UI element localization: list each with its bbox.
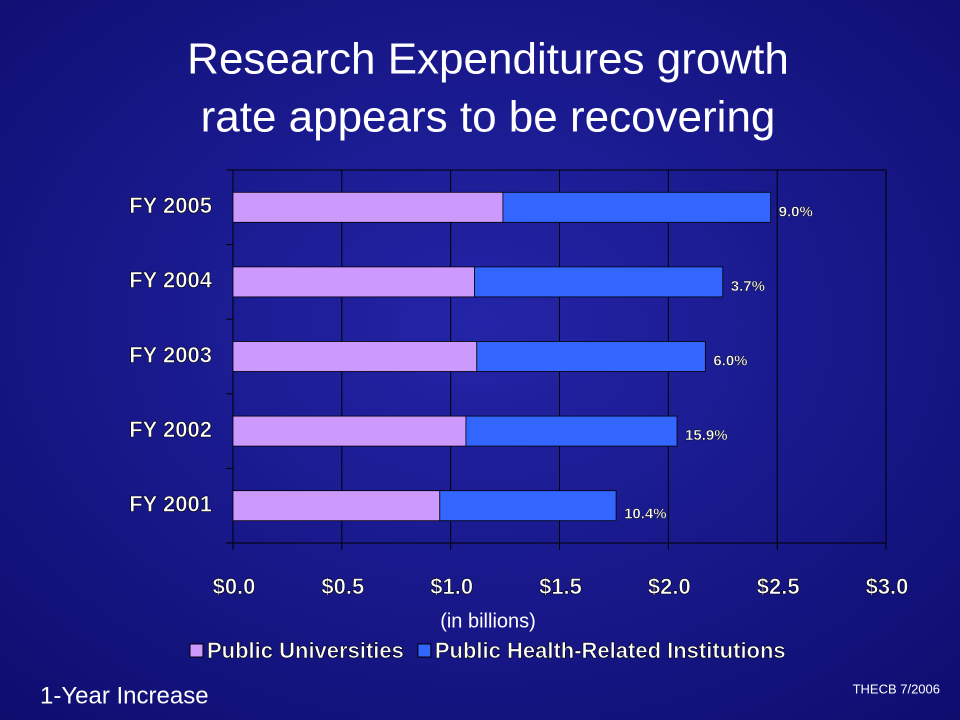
footer-left: 1-Year Increase — [40, 682, 209, 709]
bar-segment — [232, 266, 476, 298]
x-tick-label: $0.5 — [321, 574, 364, 599]
x-tick-label: $0.0 — [213, 574, 256, 599]
legend-label: Public Health-Related Institutions — [435, 638, 786, 663]
bar-segment — [474, 266, 724, 298]
footer-right: THECB 7/2006 — [853, 681, 940, 696]
legend-swatch — [417, 643, 432, 658]
x-axis-label: (in billions) — [440, 610, 536, 632]
y-tick-label: FY 2001 — [129, 492, 212, 517]
bar-segment — [232, 490, 441, 522]
annotation: 9.0% — [779, 203, 813, 220]
x-tick-label: $1.0 — [430, 574, 473, 599]
y-tick-label: FY 2004 — [129, 268, 213, 293]
annotation: 15.9% — [685, 427, 728, 444]
bar-segment — [232, 341, 478, 372]
title-line: rate appears to be recovering — [201, 93, 776, 142]
y-tick-label: FY 2003 — [129, 342, 212, 367]
bar-segment — [232, 415, 467, 447]
x-tick-label: $3.0 — [866, 574, 909, 599]
bar-segment — [232, 191, 504, 223]
bar-segment — [476, 341, 706, 372]
bar-segment — [502, 191, 772, 223]
legend-swatch — [189, 643, 204, 658]
annotation: 3.7% — [731, 278, 765, 295]
legend-label: Public Universities — [207, 638, 404, 663]
bar-segment — [439, 490, 617, 522]
annotation: 6.0% — [713, 352, 747, 369]
annotation: 10.4% — [624, 506, 667, 523]
title-line: Research Expenditures growth — [187, 35, 789, 84]
x-tick-label: $2.5 — [757, 574, 800, 599]
x-tick-label: $2.0 — [648, 574, 691, 599]
y-tick-label: FY 2005 — [129, 193, 212, 218]
y-tick-label: FY 2002 — [129, 417, 212, 442]
x-tick-label: $1.5 — [539, 574, 582, 599]
bar-segment — [465, 415, 678, 447]
